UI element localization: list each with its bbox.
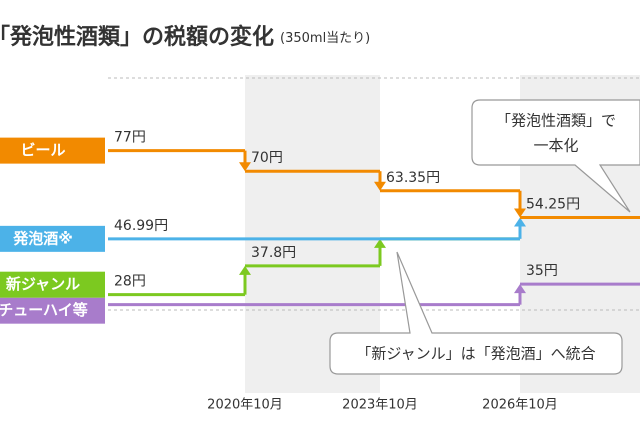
legend-box (0, 137, 105, 164)
annotation: 一本化 (533, 137, 578, 155)
arrow-head (514, 208, 526, 218)
title: 「発泡性酒類」の税額の変化 (350ml当たり) (0, 24, 370, 50)
value-label: 77円 (114, 130, 146, 146)
value-label: 35円 (526, 263, 558, 279)
value-label: 70円 (251, 150, 283, 166)
x-tick-label: 2023年10月 (342, 398, 418, 413)
arrow-head (514, 217, 526, 227)
value-label: 46.99円 (114, 218, 168, 234)
value-label: 54.25円 (526, 197, 580, 213)
title-text: 「発泡性酒類」の税額の変化 (0, 24, 274, 50)
arrow-head (239, 265, 251, 275)
legend-box (0, 225, 105, 252)
legend-label: チューハイ等 (0, 301, 88, 319)
arrow-head (374, 238, 386, 248)
value-label: 28円 (114, 274, 146, 290)
legend-box (0, 297, 105, 324)
arrow-head (239, 162, 251, 172)
legend-label: 新ジャンル (6, 275, 80, 293)
arrow-head (374, 181, 386, 191)
legend-label: 発泡酒※ (12, 229, 73, 247)
callout-box (329, 251, 623, 375)
callout-box (471, 99, 640, 213)
subtitle: (350ml当たり) (280, 31, 370, 46)
x-tick-label: 2026年10月 (482, 398, 558, 413)
series: 77円 70円 63.35円 54.25円 ビール (0, 130, 640, 220)
annotation: 「新ジャンル」は「発泡酒」へ統合 (356, 345, 595, 363)
x-tick-label: 2020年10月 (207, 398, 283, 413)
value-label: 63.35円 (386, 170, 440, 186)
arrow-head (514, 284, 526, 294)
callouts: 「発泡性酒類」で 一本化 「新ジャンル」は「発泡酒」へ統合 (329, 99, 640, 375)
annotation: 「発泡性酒類」で (496, 112, 616, 130)
legend-label: ビール (20, 141, 65, 159)
legend-box (0, 271, 105, 298)
value-label: 37.8円 (251, 245, 296, 261)
